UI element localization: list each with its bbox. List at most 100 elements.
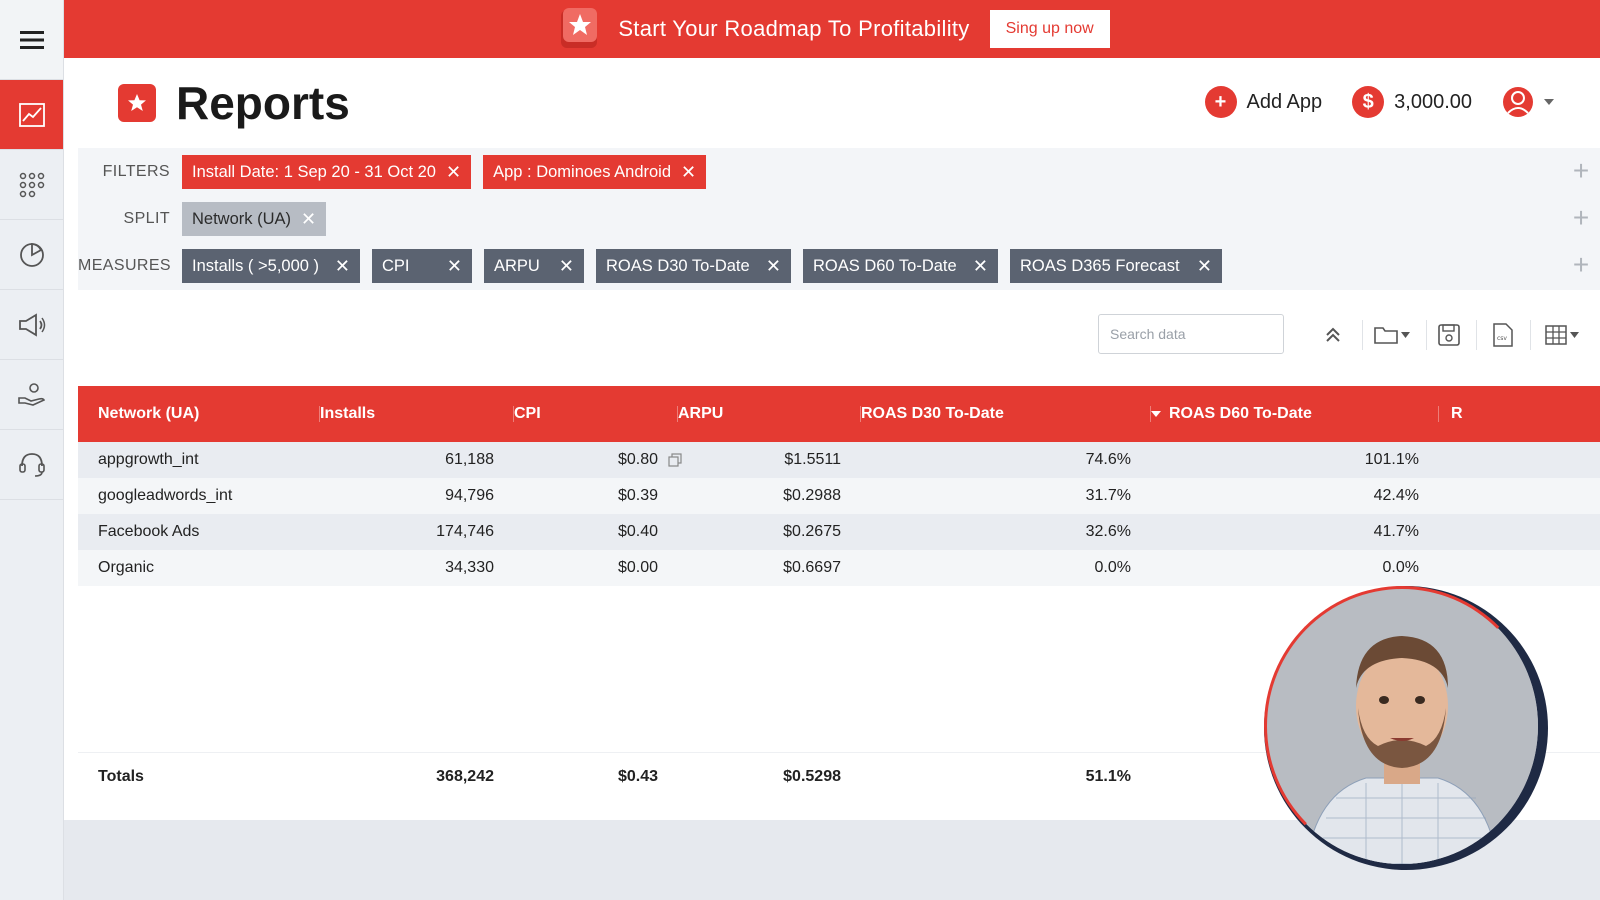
- export-csv-button[interactable]: csv: [1488, 320, 1518, 350]
- hamburger-menu-button[interactable]: [0, 0, 63, 80]
- columns-menu-button[interactable]: [1542, 320, 1582, 350]
- split-row: SPLIT Network (UA) ✕ +: [78, 195, 1600, 243]
- sidebar-item-apps[interactable]: [0, 150, 63, 220]
- chip-label: Network (UA): [192, 209, 292, 228]
- toolbar-divider: [1530, 320, 1531, 350]
- grid-dots-icon: [19, 172, 44, 197]
- cell-roas-d365: [1439, 550, 1600, 586]
- sidebar-item-monetization[interactable]: [0, 360, 63, 430]
- cell-roas-d60: 0.0%: [1382, 559, 1419, 576]
- column-header-roas-d365[interactable]: R: [1451, 405, 1463, 422]
- table-row[interactable]: Facebook Ads 174,746 $0.40 $0.2675 32.6%…: [78, 514, 1600, 550]
- toolbar-divider: [1476, 320, 1477, 350]
- table-row[interactable]: Organic 34,330 $0.00 $0.6697 0.0% 0.0%: [78, 550, 1600, 586]
- balance-display[interactable]: $ 3,000.00: [1352, 86, 1472, 118]
- cell-installs: 94,796: [445, 487, 494, 504]
- filter-chip-install-date[interactable]: Install Date: 1 Sep 20 - 31 Oct 20 ✕: [182, 155, 472, 189]
- close-icon[interactable]: ✕: [446, 255, 462, 276]
- add-filter-plus-icon[interactable]: +: [1572, 155, 1590, 186]
- measure-chip-cpi[interactable]: CPI ✕: [372, 249, 472, 283]
- close-icon[interactable]: ✕: [445, 161, 462, 182]
- cell-arpu: $1.5511: [784, 451, 841, 468]
- split-chip-network[interactable]: Network (UA) ✕: [182, 202, 327, 236]
- user-menu[interactable]: [1502, 86, 1554, 118]
- reports-logo: [118, 84, 156, 122]
- chip-label: Installs ( >5,000 ): [192, 256, 320, 275]
- save-icon: [1438, 324, 1460, 346]
- table-row[interactable]: googleadwords_int 94,796 $0.39 $0.2988 3…: [78, 478, 1600, 514]
- cell-cpi: $0.40: [617, 523, 658, 540]
- cell-roas-d30: 32.6%: [1085, 523, 1131, 540]
- folder-menu-button[interactable]: [1370, 320, 1414, 350]
- plus-circle-icon: +: [1204, 86, 1237, 118]
- measures-label: MEASURES: [78, 257, 171, 274]
- cell-roas-d30: 74.6%: [1085, 451, 1131, 468]
- signup-button[interactable]: Sing up now: [989, 10, 1110, 48]
- page-title: Reports: [176, 77, 350, 129]
- cell-network: googleadwords_int: [98, 487, 233, 504]
- cell-cpi: $0.00: [617, 559, 658, 576]
- measure-chip-roas-d30[interactable]: ROAS D30 To-Date ✕: [596, 249, 791, 283]
- table-header: Network (UA) Installs CPI ARPU ROAS D30 …: [78, 386, 1600, 442]
- collapse-button[interactable]: [1318, 320, 1348, 350]
- chip-label: ROAS D30 To-Date: [606, 256, 750, 275]
- cell-installs: 61,188: [445, 451, 494, 468]
- hand-coins-icon: [17, 382, 45, 406]
- caret-down-icon: [1570, 332, 1579, 338]
- column-header-arpu[interactable]: ARPU: [678, 386, 861, 442]
- sidebar-item-campaigns[interactable]: [0, 290, 63, 360]
- avatar-icon: [1503, 87, 1533, 117]
- cell-cpi: $0.80: [514, 442, 682, 478]
- measure-chip-roas-d365[interactable]: ROAS D365 Forecast ✕: [1010, 249, 1222, 283]
- close-icon[interactable]: ✕: [334, 255, 350, 276]
- close-icon[interactable]: ✕: [681, 161, 697, 182]
- close-icon[interactable]: ✕: [558, 255, 574, 276]
- close-icon[interactable]: ✕: [765, 255, 781, 276]
- column-header-roas-d60[interactable]: ROAS D60 To-Date: [1151, 386, 1439, 442]
- cell-roas-d60: 41.7%: [1373, 523, 1419, 540]
- measure-chip-roas-d60[interactable]: ROAS D60 To-Date ✕: [803, 249, 998, 283]
- chip-label: ROAS D365 Forecast: [1020, 256, 1180, 275]
- toolbar-divider: [1362, 320, 1363, 350]
- column-header-cpi[interactable]: CPI: [514, 386, 678, 442]
- cell-roas-d365: [1439, 442, 1600, 478]
- chip-label: ROAS D60 To-Date: [813, 256, 957, 275]
- promo-banner: Start Your Roadmap To Profitability Sing…: [64, 0, 1600, 58]
- column-header-network[interactable]: Network (UA): [78, 386, 320, 442]
- save-button[interactable]: [1434, 320, 1464, 350]
- chip-label: App : Dominoes Android: [493, 162, 672, 181]
- add-split-plus-icon[interactable]: +: [1572, 202, 1590, 233]
- add-measure-plus-icon[interactable]: +: [1572, 249, 1590, 280]
- cell-arpu: $0.2988: [783, 487, 841, 504]
- sidebar-item-analytics[interactable]: [0, 220, 63, 290]
- cell-arpu: $0.2675: [783, 523, 841, 540]
- video-ring-decoration: [1264, 586, 1540, 866]
- column-header-roas-d30[interactable]: ROAS D30 To-Date: [861, 386, 1151, 442]
- cell-cpi: $0.39: [617, 487, 658, 504]
- chip-label: CPI: [382, 256, 410, 275]
- sidebar-item-reports[interactable]: [0, 80, 63, 150]
- dollar-icon: $: [1352, 86, 1385, 118]
- close-icon[interactable]: ✕: [1196, 255, 1212, 276]
- add-app-button[interactable]: + Add App: [1204, 86, 1322, 118]
- star-cube-icon: [561, 8, 598, 48]
- search-input[interactable]: [1098, 314, 1284, 354]
- copy-icon[interactable]: [668, 453, 682, 467]
- totals-installs: 368,242: [436, 767, 494, 785]
- cell-roas-d60: 101.1%: [1364, 451, 1419, 468]
- cell-network: Facebook Ads: [98, 523, 200, 540]
- close-icon[interactable]: ✕: [301, 208, 317, 229]
- sidebar: [0, 0, 64, 900]
- measure-chip-arpu[interactable]: ARPU ✕: [484, 249, 584, 283]
- filters-label: FILTERS: [102, 163, 170, 180]
- measure-chip-installs[interactable]: Installs ( >5,000 ) ✕: [182, 249, 360, 283]
- sidebar-item-support[interactable]: [0, 430, 63, 500]
- column-header-installs[interactable]: Installs: [320, 386, 514, 442]
- table-row[interactable]: appgrowth_int 61,188 $0.80 $1.5511 74.6%…: [78, 442, 1600, 478]
- sort-desc-icon: [1151, 411, 1161, 417]
- filter-chip-app[interactable]: App : Dominoes Android ✕: [483, 155, 707, 189]
- close-icon[interactable]: ✕: [972, 255, 988, 276]
- filters-row: FILTERS Install Date: 1 Sep 20 - 31 Oct …: [78, 148, 1600, 196]
- measures-row: MEASURES Installs ( >5,000 ) ✕ CPI ✕ ARP…: [78, 242, 1600, 290]
- double-chevron-up-icon: [1326, 327, 1340, 342]
